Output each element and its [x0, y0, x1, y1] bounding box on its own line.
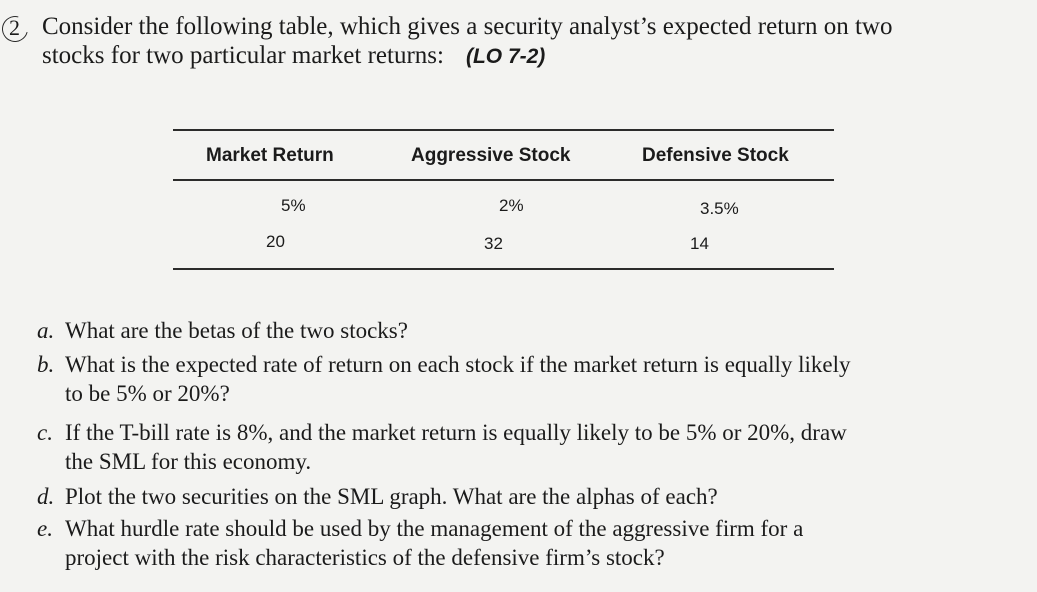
part-letter: b.	[37, 352, 55, 377]
part-text: What hurdle rate should be used by the m…	[65, 516, 804, 541]
intro-line-1: Consider the following table, which give…	[42, 13, 893, 40]
question-number: 2	[0, 11, 33, 47]
part-text-cont: to be 5% or 20%?	[65, 381, 230, 406]
table-bottom-rule	[173, 268, 834, 270]
intro-line-2-text: stocks for two particular market returns…	[42, 42, 444, 69]
table-cell: 5%	[281, 196, 306, 215]
part-letter: e.	[37, 516, 53, 541]
part-letter: c.	[37, 420, 53, 445]
table-cell: 32	[484, 234, 503, 253]
part-a: a. What are the betas of the two stocks?	[37, 316, 1027, 345]
table-cell: 20	[266, 232, 285, 251]
part-text-cont: project with the risk characteristics of…	[65, 545, 665, 570]
part-letter: d.	[37, 484, 55, 509]
part-c: c. If the T-bill rate is 8%, and the mark…	[37, 418, 1027, 476]
intro-line-2: stocks for two particular market returns…	[42, 41, 1022, 71]
question-number-digit: 2	[9, 15, 20, 40]
table-cell: 2%	[499, 196, 524, 215]
part-text: What is the expected rate of return on e…	[65, 352, 851, 377]
header-defensive-stock: Defensive Stock	[642, 145, 789, 166]
table-cell: 3.5%	[700, 199, 739, 218]
table-cell: 14	[690, 234, 709, 253]
header-market-return: Market Return	[206, 145, 334, 166]
part-text: What are the betas of the two stocks?	[65, 318, 408, 343]
table-top-rule	[173, 129, 834, 131]
question-intro: Consider the following table, which give…	[42, 12, 1022, 71]
part-e: e. What hurdle rate should be used by the…	[37, 514, 1027, 572]
part-text-cont: the SML for this economy.	[65, 449, 312, 474]
part-d: d. Plot the two securities on the SML gra…	[37, 482, 1027, 511]
part-b: b. What is the expected rate of return on…	[37, 350, 1027, 408]
part-text: If the T-bill rate is 8%, and the market…	[65, 420, 847, 445]
header-aggressive-stock: Aggressive Stock	[411, 145, 571, 166]
part-letter: a.	[37, 318, 55, 343]
learning-objective: (LO 7-2)	[465, 45, 546, 68]
part-text: Plot the two securities on the SML graph…	[65, 484, 718, 509]
table-header-rule	[173, 179, 834, 181]
